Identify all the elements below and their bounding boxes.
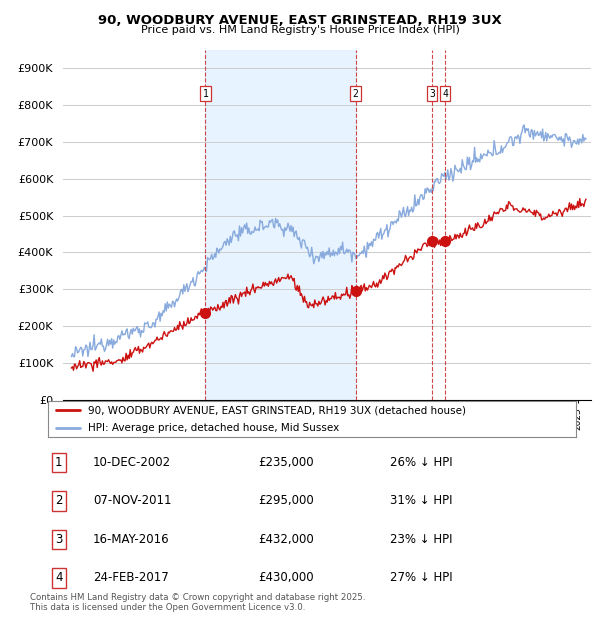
Text: 07-NOV-2011: 07-NOV-2011 bbox=[93, 495, 172, 507]
Text: 3: 3 bbox=[429, 89, 435, 99]
Text: 2: 2 bbox=[55, 495, 62, 507]
Text: 23% ↓ HPI: 23% ↓ HPI bbox=[390, 533, 452, 546]
Text: 31% ↓ HPI: 31% ↓ HPI bbox=[390, 495, 452, 507]
Text: Contains HM Land Registry data © Crown copyright and database right 2025.
This d: Contains HM Land Registry data © Crown c… bbox=[30, 593, 365, 612]
Text: 10-DEC-2002: 10-DEC-2002 bbox=[93, 456, 171, 469]
Text: HPI: Average price, detached house, Mid Sussex: HPI: Average price, detached house, Mid … bbox=[88, 423, 339, 433]
Text: £430,000: £430,000 bbox=[258, 572, 314, 584]
Text: 3: 3 bbox=[55, 533, 62, 546]
Text: £235,000: £235,000 bbox=[258, 456, 314, 469]
Text: Price paid vs. HM Land Registry's House Price Index (HPI): Price paid vs. HM Land Registry's House … bbox=[140, 25, 460, 35]
Text: 90, WOODBURY AVENUE, EAST GRINSTEAD, RH19 3UX (detached house): 90, WOODBURY AVENUE, EAST GRINSTEAD, RH1… bbox=[88, 405, 466, 415]
Bar bbox=[205, 50, 356, 400]
Text: 24-FEB-2017: 24-FEB-2017 bbox=[93, 572, 169, 584]
Text: £432,000: £432,000 bbox=[258, 533, 314, 546]
Text: 27% ↓ HPI: 27% ↓ HPI bbox=[390, 572, 452, 584]
Text: 4: 4 bbox=[55, 572, 62, 584]
Text: 26% ↓ HPI: 26% ↓ HPI bbox=[390, 456, 452, 469]
Text: 1: 1 bbox=[202, 89, 208, 99]
Text: 90, WOODBURY AVENUE, EAST GRINSTEAD, RH19 3UX: 90, WOODBURY AVENUE, EAST GRINSTEAD, RH1… bbox=[98, 14, 502, 27]
Text: £295,000: £295,000 bbox=[258, 495, 314, 507]
Text: 4: 4 bbox=[442, 89, 448, 99]
Text: 16-MAY-2016: 16-MAY-2016 bbox=[93, 533, 170, 546]
Text: 1: 1 bbox=[55, 456, 62, 469]
Text: 2: 2 bbox=[353, 89, 359, 99]
